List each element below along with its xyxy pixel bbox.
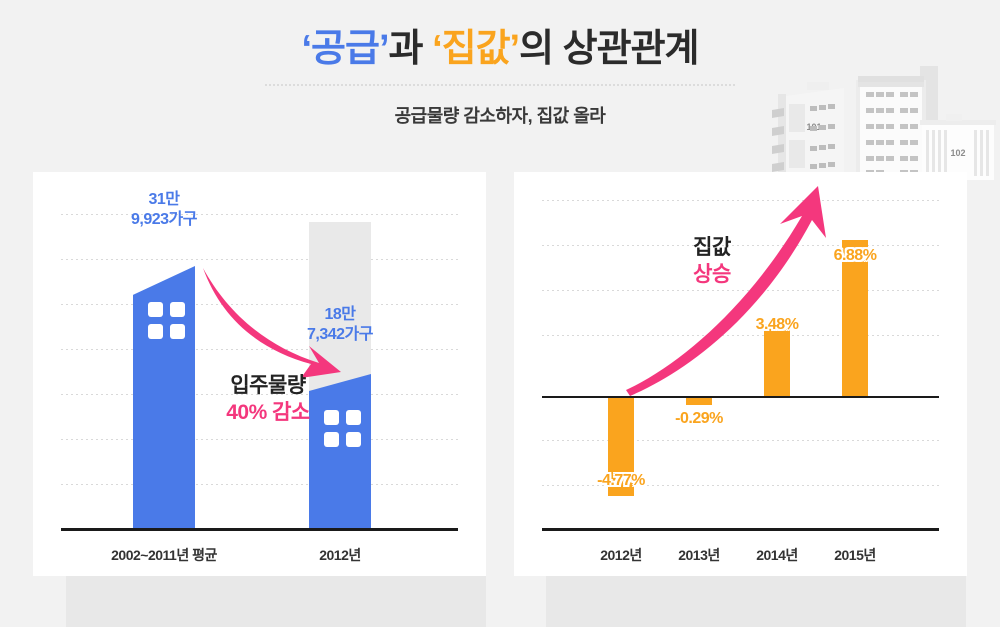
supply-bar-label-2012: 18만 7,342가구 bbox=[307, 306, 373, 344]
price-bar-2014[interactable] bbox=[764, 324, 790, 396]
price-category-label: 2015년 bbox=[834, 547, 876, 563]
price-chart-panel: -4.77% -0.29% 3.48% 6.88% 집값 상승 2012년 bbox=[514, 172, 967, 576]
building-label-102: 102 bbox=[950, 148, 965, 158]
price-bar-2013[interactable] bbox=[686, 398, 712, 405]
supply-category-label: 2012년 bbox=[319, 547, 361, 563]
page-shadow-band-left bbox=[66, 575, 486, 627]
price-bar-2012[interactable] bbox=[608, 398, 634, 496]
gridline bbox=[61, 259, 458, 260]
price-bar-label-2015: 6.88% bbox=[833, 247, 877, 264]
gridline bbox=[61, 349, 458, 350]
supply-chart-panel: 31만 9,923가구 18만 7,342가구 입주물량 40% 감소 bbox=[33, 172, 486, 576]
price-chart-plot: -4.77% -0.29% 3.48% 6.88% 집값 상승 2012년 bbox=[514, 172, 967, 576]
gridline bbox=[61, 439, 458, 440]
title-part-price: ‘집값’ bbox=[432, 28, 520, 70]
header: ‘공급’과 ‘집값’의 상관관계 공급물량 감소하자, 집값 올라 bbox=[0, 0, 1000, 128]
gridline bbox=[542, 290, 939, 291]
page-shadow-band-right bbox=[546, 575, 966, 627]
apartment-buildings-illustration: 101 bbox=[752, 58, 1000, 180]
house-window-grid bbox=[148, 302, 185, 339]
price-bar-2015[interactable] bbox=[842, 240, 868, 396]
title-part-conj: 과 bbox=[388, 28, 433, 70]
title-divider bbox=[265, 83, 735, 86]
gridline bbox=[542, 485, 939, 486]
rise-arrow-icon bbox=[626, 186, 826, 396]
supply-bar-label-2002-2011: 31만 9,923가구 bbox=[131, 191, 197, 229]
gridline bbox=[61, 484, 458, 485]
house-window-grid bbox=[324, 410, 361, 447]
supply-annotation: 입주물량 40% 감소 bbox=[193, 372, 343, 427]
price-annotation: 집값 상승 bbox=[652, 234, 772, 289]
price-annotation-line1: 집값 bbox=[693, 236, 731, 259]
price-category-label: 2012년 bbox=[600, 547, 642, 563]
supply-annotation-line1: 입주물량 bbox=[230, 374, 306, 397]
gridline bbox=[542, 245, 939, 246]
title-part-supply: ‘공급’ bbox=[301, 28, 390, 70]
gridline bbox=[542, 440, 939, 441]
decline-arrow-icon bbox=[203, 268, 341, 378]
title-part-tail: 의 상관관계 bbox=[519, 28, 699, 70]
supply-axis-line bbox=[61, 528, 458, 531]
supply-category-label: 2002~2011년 평균 bbox=[111, 547, 217, 563]
price-bar-label-2012: -4.77% bbox=[597, 472, 645, 489]
price-annotation-line2: 상승 bbox=[693, 263, 731, 287]
price-bar-label-2013: -0.29% bbox=[675, 410, 723, 427]
price-category-label: 2014년 bbox=[756, 547, 798, 563]
supply-bar-2012[interactable] bbox=[309, 374, 371, 528]
gridline bbox=[61, 304, 458, 305]
page-subtitle: 공급물량 감소하자, 집값 올라 bbox=[394, 105, 606, 126]
price-category-label: 2013년 bbox=[678, 547, 720, 563]
gridline bbox=[542, 200, 939, 201]
price-zero-line bbox=[542, 396, 939, 398]
gridline bbox=[61, 214, 458, 215]
supply-annotation-line2: 40% 감소 bbox=[226, 401, 310, 425]
supply-chart-plot: 31만 9,923가구 18만 7,342가구 입주물량 40% 감소 bbox=[33, 172, 486, 576]
gridline bbox=[61, 394, 458, 395]
gridline bbox=[542, 335, 939, 336]
price-bar-label-2014: 3.48% bbox=[755, 316, 799, 333]
price-axis-line bbox=[542, 528, 939, 531]
page-title: ‘공급’과 ‘집값’의 상관관계 bbox=[0, 0, 1000, 74]
